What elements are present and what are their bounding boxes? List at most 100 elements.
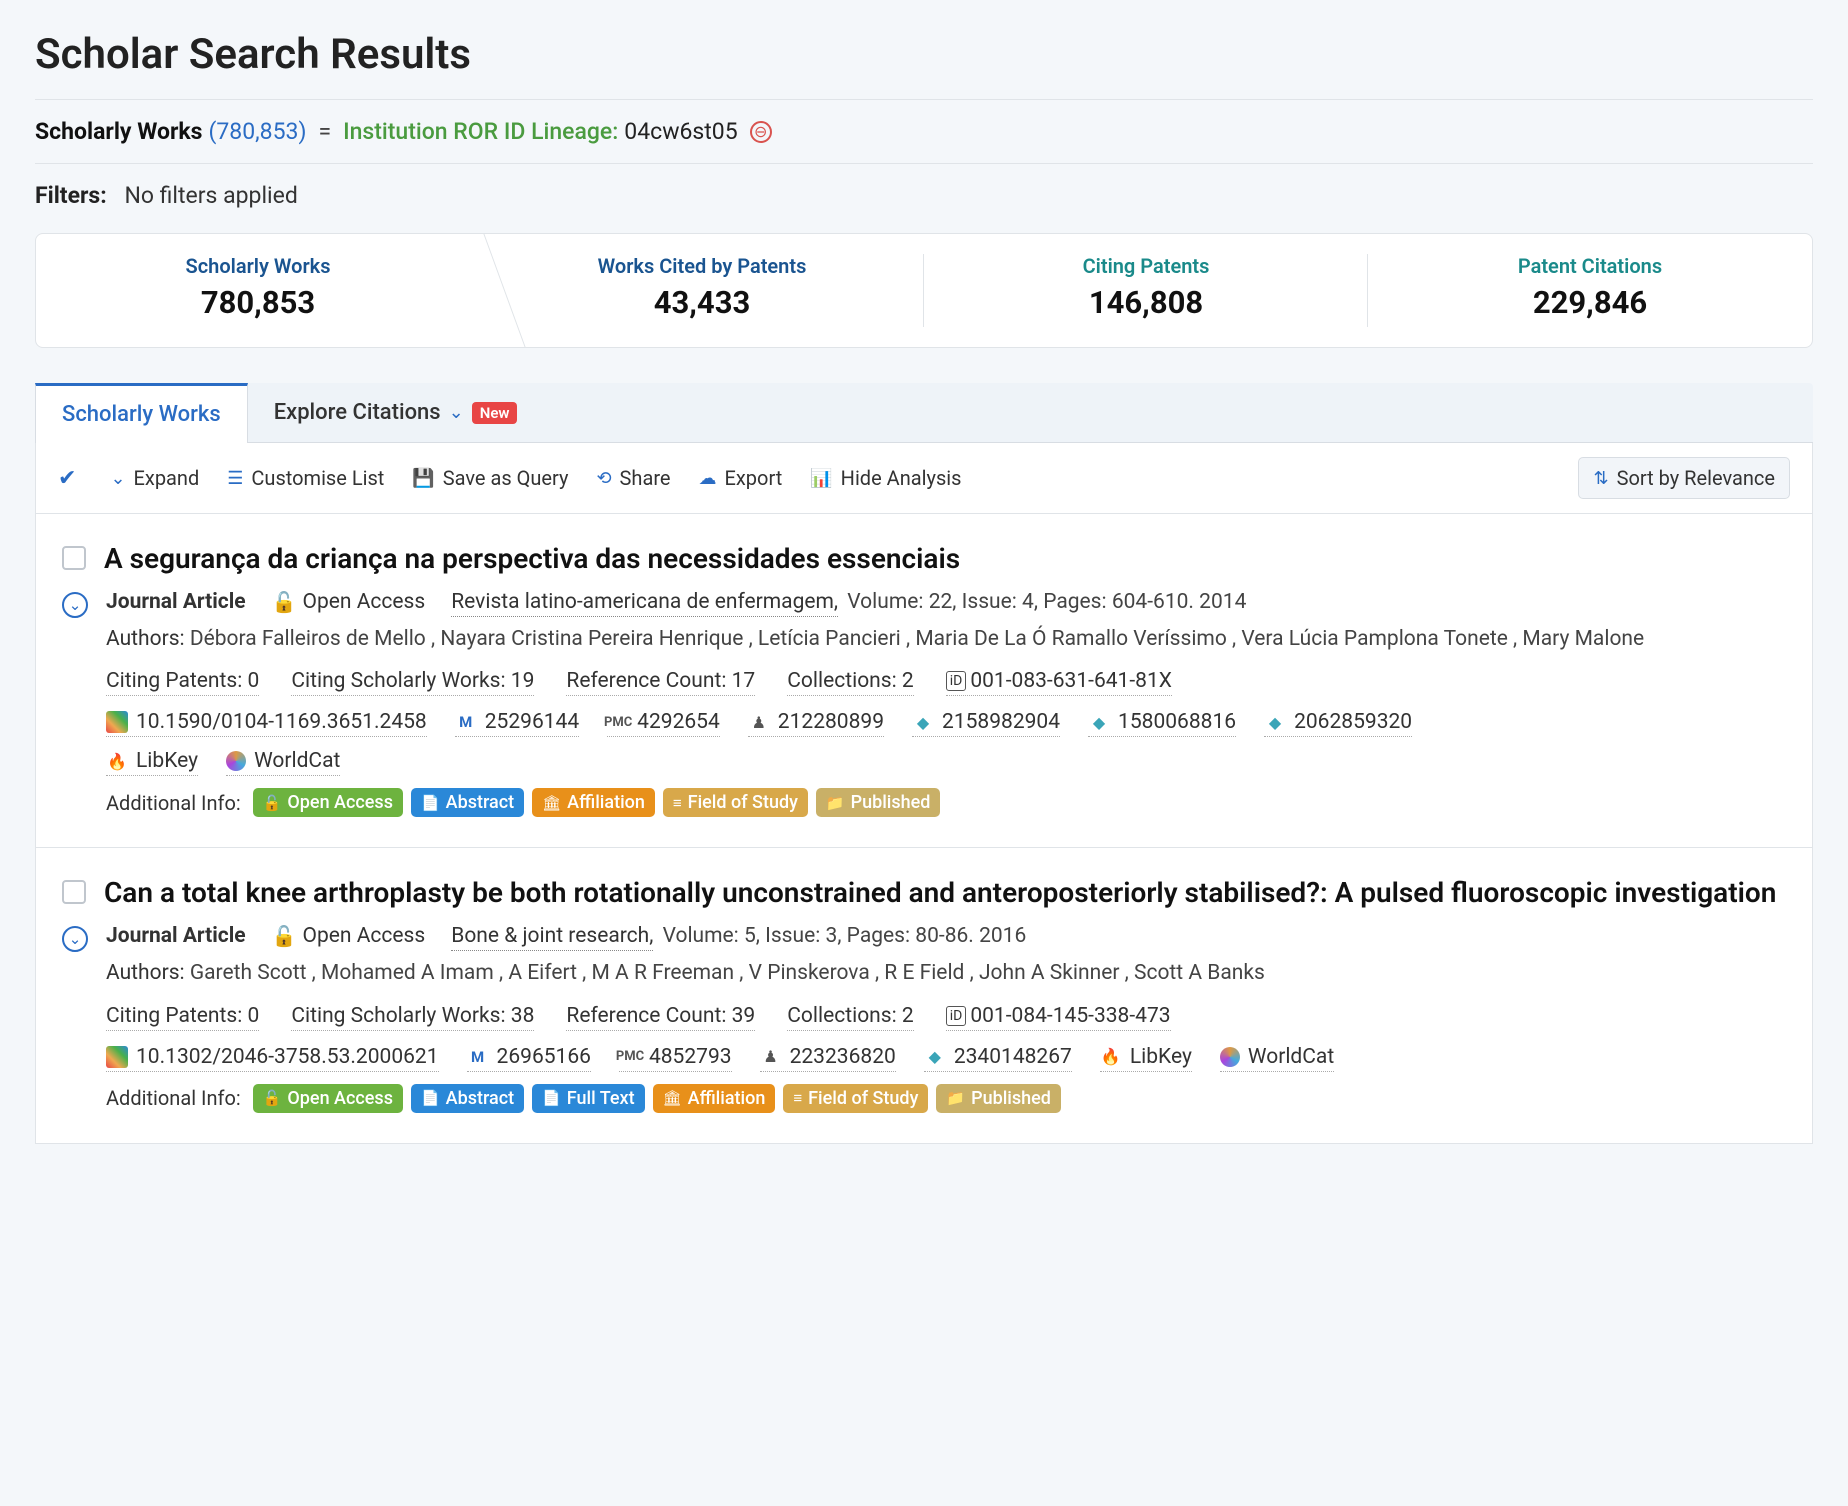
info-tag[interactable]: 📄Abstract — [411, 1084, 524, 1113]
remove-filter-icon[interactable]: ⊖ — [750, 121, 772, 143]
result-stat[interactable]: Citing Scholarly Works: 38 — [291, 1004, 534, 1031]
journal-meta: Revista latino-americana de enfermagem, … — [451, 590, 1246, 614]
result-title[interactable]: A segurança da criança na perspectiva da… — [104, 540, 960, 578]
identifier-link[interactable]: ♟ 223236820 — [760, 1045, 896, 1072]
authors-row: Authors: Gareth Scott , Mohamed A Imam ,… — [106, 958, 1786, 990]
identifier-link[interactable]: ♟212280899 — [748, 710, 884, 737]
orcid-link[interactable]: iD001-083-631-641-81X — [946, 669, 1172, 696]
pubmed-icon: M — [467, 1046, 489, 1068]
info-tag[interactable]: 📄 Full Text — [532, 1084, 644, 1113]
identifier-value: 212280899 — [778, 710, 884, 734]
tab-explore-citations[interactable]: Explore Citations ⌄ New — [248, 383, 544, 442]
result-stat[interactable]: Citing Patents: 0 — [106, 669, 259, 696]
identifier-link[interactable]: PMC4852793 — [619, 1045, 732, 1072]
identifier-link[interactable]: ◆2340148267 — [924, 1045, 1072, 1072]
orcid-icon: iD — [946, 671, 967, 691]
new-badge: New — [472, 402, 518, 424]
result-stat[interactable]: Reference Count: 39 — [566, 1004, 755, 1031]
identifier-value: 4852793 — [649, 1045, 732, 1069]
journal-link[interactable]: Revista latino-americana de enfermagem, — [451, 590, 838, 617]
identifier-link[interactable]: 🔥LibKey — [106, 749, 198, 776]
identifier-link[interactable]: PMC4292654 — [607, 710, 720, 737]
info-tag[interactable]: 🏛Affiliation — [653, 1084, 776, 1113]
share-label: Share — [620, 466, 671, 490]
tag-label: Full Text — [567, 1088, 635, 1109]
identifier-link[interactable]: M26965166 — [467, 1045, 591, 1072]
stat-cell[interactable]: Citing Patents146,808 — [924, 234, 1368, 347]
meta-text: 2016 — [974, 924, 1026, 948]
customise-label: Customise List — [251, 466, 384, 490]
mag-icon: ♟ — [760, 1046, 782, 1068]
journal-link[interactable]: Bone & joint research, — [451, 924, 653, 951]
expand-result-icon[interactable]: ⌄ — [62, 926, 88, 952]
identifiers-row: 10.1302/2046-3758.53.2000621 M26965166 PMC… — [106, 1045, 1786, 1072]
info-tag[interactable]: ≡Field of Study — [783, 1084, 928, 1113]
stat-cell[interactable]: Patent Citations229,846 — [1368, 234, 1812, 347]
info-tag[interactable]: 📁Published — [816, 788, 941, 817]
tag-label: Published — [851, 792, 931, 813]
tab-scholarly-works[interactable]: Scholarly Works — [35, 383, 248, 443]
tag-icon: 📄 — [542, 1089, 561, 1107]
identifier-link[interactable]: 🔥LibKey — [1100, 1045, 1192, 1072]
stat-value: 146,808 — [934, 284, 1358, 321]
expand-button[interactable]: ⌄ Expand — [110, 466, 199, 490]
tag-icon: 🔓 — [263, 794, 282, 812]
save-query-button[interactable]: 💾 Save as Query — [412, 466, 568, 490]
lens-icon — [106, 711, 128, 733]
meta-text: Issue: 3, — [760, 924, 842, 948]
hide-analysis-label: Hide Analysis — [841, 466, 962, 490]
identifier-value: 10.1302/2046-3758.53.2000621 — [136, 1045, 439, 1069]
result-stat[interactable]: Citing Scholarly Works: 19 — [291, 669, 534, 696]
stat-cell[interactable]: Scholarly Works780,853 — [36, 234, 480, 347]
identifier-value: 223236820 — [790, 1045, 896, 1069]
identifier-link[interactable]: ◆2158982904 — [912, 710, 1060, 737]
result-stat[interactable]: Reference Count: 17 — [566, 669, 755, 696]
open-access-label: Open Access — [303, 924, 426, 948]
stats-box: Scholarly Works780,853Works Cited by Pat… — [35, 233, 1813, 348]
select-all-icon[interactable]: ✔ — [58, 466, 76, 491]
stat-label: Patent Citations — [1378, 254, 1802, 278]
identifier-link[interactable]: M25296144 — [455, 710, 579, 737]
info-tag[interactable]: 📄Abstract — [411, 788, 524, 817]
tab-explore-label: Explore Citations — [274, 400, 441, 425]
expand-result-icon[interactable]: ⌄ — [62, 592, 88, 618]
export-icon: ☁ — [699, 468, 717, 489]
info-tag[interactable]: ≡Field of Study — [663, 788, 808, 817]
info-tag[interactable]: 🔓Open Access — [253, 788, 403, 817]
info-tag[interactable]: 🏛Affiliation — [532, 788, 655, 817]
info-tag[interactable]: 📁Published — [936, 1084, 1061, 1113]
tag-icon: ≡ — [673, 794, 682, 812]
result-checkbox[interactable] — [62, 880, 86, 904]
hide-analysis-button[interactable]: 📊 Hide Analysis — [810, 466, 961, 490]
identifier-link[interactable]: 10.1590/0104-1169.3651.2458 — [106, 710, 427, 737]
stat-label: Works Cited by Patents — [490, 254, 914, 278]
identifiers-row: 10.1590/0104-1169.3651.2458 M25296144 PMC4… — [106, 710, 1786, 737]
tabs-row: Scholarly Works Explore Citations ⌄ New — [35, 383, 1813, 443]
result-checkbox[interactable] — [62, 546, 86, 570]
identifier-link[interactable]: WorldCat — [226, 749, 340, 776]
identifier-link[interactable]: ◆2062859320 — [1264, 710, 1412, 737]
orcid-link[interactable]: iD001-084-145-338-473 — [946, 1004, 1171, 1031]
export-button[interactable]: ☁ Export — [699, 466, 783, 490]
result-stat[interactable]: Collections: 2 — [787, 1004, 913, 1031]
query-row: Scholarly Works (780,853) = Institution … — [35, 100, 1813, 163]
query-field[interactable]: Institution ROR ID Lineage: — [343, 118, 618, 145]
customise-list-button[interactable]: ☰ Customise List — [227, 466, 384, 490]
sort-button[interactable]: ⇅ Sort by Relevance — [1578, 457, 1790, 499]
tags-row: Additional Info:🔓Open Access📄Abstract🏛Af… — [106, 788, 1786, 817]
identifier-value: LibKey — [1130, 1045, 1192, 1069]
identifier-link[interactable]: 10.1302/2046-3758.53.2000621 — [106, 1045, 439, 1072]
query-count[interactable]: (780,853) — [209, 118, 307, 145]
identifier-link[interactable]: WorldCat — [1220, 1045, 1334, 1072]
result-title[interactable]: Can a total knee arthroplasty be both ro… — [104, 874, 1776, 912]
authors-label: Authors: — [106, 961, 190, 985]
identifier-link[interactable]: ◆1580068816 — [1088, 710, 1236, 737]
meta-text: Issue: 4, — [956, 590, 1038, 614]
stat-cell[interactable]: Works Cited by Patents43,433 — [480, 234, 924, 347]
result-stat[interactable]: Collections: 2 — [787, 669, 913, 696]
semantic-icon: ◆ — [924, 1046, 946, 1068]
share-button[interactable]: ⟲ Share — [596, 466, 670, 490]
info-tag[interactable]: 🔓Open Access — [253, 1084, 403, 1113]
result-stat[interactable]: Citing Patents: 0 — [106, 1004, 259, 1031]
identifier-value: 4292654 — [637, 710, 720, 734]
